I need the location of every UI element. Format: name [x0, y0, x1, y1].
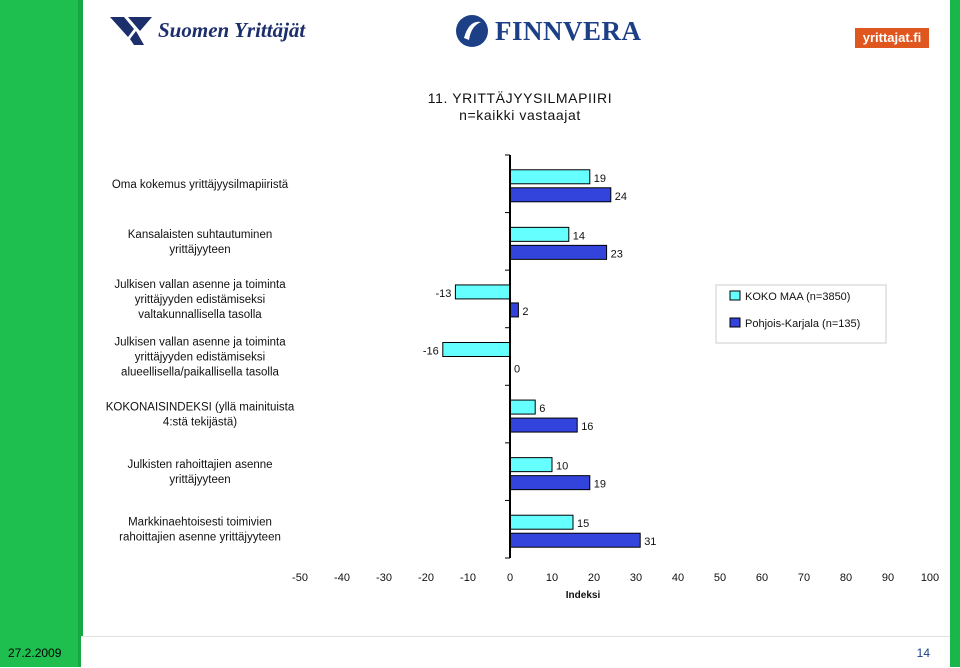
category-label-4-line-0: KOKONAISINDEKSI (yllä mainituista: [106, 402, 295, 414]
value-label-koko-maa-4: 6: [539, 403, 545, 415]
legend-swatch-pohjois-karjala: [729, 317, 741, 328]
bar-pohjois-karjala-1: [509, 244, 608, 260]
x-tick-label-11: 60: [756, 572, 768, 584]
x-tick-label-15: 100: [921, 572, 939, 584]
value-label-pohjois-karjala-5: 19: [594, 479, 606, 491]
value-label-koko-maa-1: 14: [573, 230, 585, 242]
category-label-6-line-0: Markkinaehtoisesti toimivien: [128, 517, 272, 529]
left-decor-band: [0, 0, 81, 667]
category-label-6-line-1: rahoittajien asenne yrittäjyyteen: [119, 532, 281, 544]
footer-date: 27.2.2009: [8, 646, 62, 660]
category-label-2-line-1: yrittäjyyden edistämiseksi: [135, 294, 265, 306]
value-label-pohjois-karjala-1: 23: [611, 248, 623, 260]
x-tick-label-8: 30: [630, 572, 642, 584]
x-tick-label-3: -20: [418, 572, 434, 584]
x-tick-label-0: -50: [292, 572, 308, 584]
x-axis-title: Indeksi: [566, 590, 601, 601]
x-tick-label-4: -10: [460, 572, 476, 584]
x-tick-label-12: 70: [798, 572, 810, 584]
value-label-pohjois-karjala-0: 24: [615, 191, 627, 203]
logo-yrittajat-fi: yrittajat.fi: [855, 28, 929, 48]
value-label-koko-maa-0: 19: [594, 173, 606, 185]
bar-pohjois-karjala-2: [509, 302, 519, 318]
x-tick-label-2: -30: [376, 572, 392, 584]
x-tick-label-1: -40: [334, 572, 350, 584]
bar-koko-maa-0: [509, 169, 591, 185]
logo-suomen-yrittajat-text: Suomen Yrittäjät: [158, 17, 306, 42]
category-label-0-line-0: Oma kokemus yrittäjyysilmapiiristä: [112, 179, 289, 191]
footer-page-number: 14: [916, 646, 930, 660]
category-label-2-line-2: valtakunnallisella tasolla: [138, 309, 262, 321]
category-label-5-line-0: Julkisten rahoittajien asenne: [127, 459, 272, 471]
value-label-koko-maa-6: 15: [577, 518, 589, 530]
chart-title: 11. YRITTÄJYYSILMAPIIRI: [427, 90, 613, 106]
category-label-3-line-1: yrittäjyyden edistämiseksi: [135, 352, 265, 364]
bar-pohjois-karjala-6: [509, 532, 641, 548]
logo-finnvera: FINNVERA: [455, 14, 642, 48]
category-label-4-line-1: 4:stä tekijästä): [163, 417, 237, 429]
value-label-koko-maa-3: -16: [423, 346, 439, 358]
value-label-koko-maa-5: 10: [556, 461, 568, 473]
right-decor-band: [950, 0, 960, 667]
bar-koko-maa-4: [509, 399, 536, 415]
logo-suomen-yrittajat: Suomen Yrittäjät: [110, 12, 305, 48]
legend-label-pohjois-karjala: Pohjois-Karjala (n=135): [745, 318, 860, 330]
x-tick-label-10: 50: [714, 572, 726, 584]
category-label-1-line-0: Kansalaisten suhtautuminen: [128, 229, 273, 241]
bar-koko-maa-6: [509, 514, 574, 530]
suomen-yrittajat-emblem-icon: [110, 17, 152, 45]
bar-pohjois-karjala-0: [509, 187, 612, 203]
bar-koko-maa-1: [509, 226, 570, 242]
x-tick-label-14: 90: [882, 572, 894, 584]
value-label-koko-maa-2: -13: [435, 288, 451, 300]
x-tick-label-6: 10: [546, 572, 558, 584]
bar-pohjois-karjala-5: [509, 475, 591, 491]
x-tick-label-13: 80: [840, 572, 852, 584]
bar-koko-maa-2: [454, 284, 511, 300]
value-label-pohjois-karjala-6: 31: [644, 536, 656, 548]
category-label-2-line-0: Julkisen vallan asenne ja toiminta: [114, 279, 286, 291]
bar-pohjois-karjala-4: [509, 417, 578, 433]
category-label-3-line-2: alueellisella/paikallisella tasolla: [121, 367, 279, 379]
x-tick-label-5: 0: [507, 572, 513, 584]
finnvera-emblem-icon: [456, 15, 488, 47]
legend-label-koko-maa: KOKO MAA (n=3850): [745, 291, 850, 303]
category-label-3-line-0: Julkisen vallan asenne ja toiminta: [114, 337, 286, 349]
x-tick-label-9: 40: [672, 572, 684, 584]
left-decor-stripe: [78, 0, 83, 667]
logo-finnvera-text: FINNVERA: [495, 15, 642, 46]
value-label-pohjois-karjala-4: 16: [581, 421, 593, 433]
category-label-1-line-1: yrittäjyyteen: [169, 244, 230, 256]
legend-swatch-koko-maa: [729, 290, 741, 301]
x-tick-label-7: 20: [588, 572, 600, 584]
category-label-5-line-1: yrittäjyyteen: [169, 474, 230, 486]
value-label-pohjois-karjala-3: 0: [514, 364, 520, 376]
footer-bar: [81, 636, 950, 668]
bar-koko-maa-5: [509, 457, 553, 473]
chart-subtitle: n=kaikki vastaajat: [459, 107, 581, 123]
value-label-pohjois-karjala-2: 2: [522, 306, 528, 318]
legend-box: [715, 284, 887, 344]
bar-koko-maa-3: [442, 342, 511, 357]
